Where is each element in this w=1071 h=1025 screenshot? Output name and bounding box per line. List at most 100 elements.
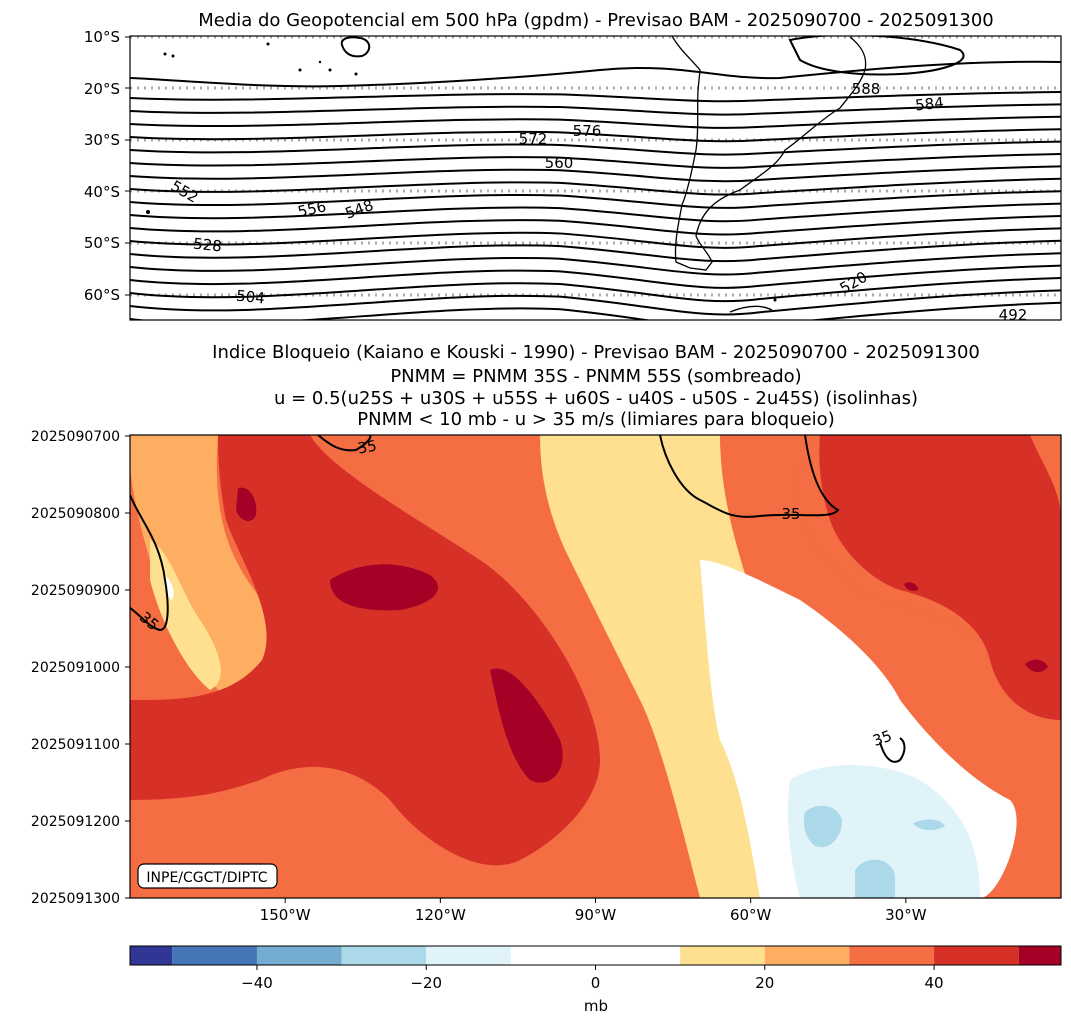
geopotential-isoline bbox=[130, 177, 1061, 196]
u35-isolines bbox=[130, 435, 906, 763]
ytick-2025091000: 2025091000 bbox=[31, 660, 120, 676]
geopotential-isoline bbox=[130, 165, 1061, 183]
colorbar-segment bbox=[680, 946, 765, 965]
ytick-2025090700: 2025090700 bbox=[31, 429, 120, 445]
top-yticks: 10°S 20°S 30°S 40°S 50°S 60°S bbox=[84, 28, 130, 304]
ytick-2025090800: 2025090800 bbox=[31, 506, 120, 522]
field-central-red bbox=[130, 435, 600, 866]
geopotential-isoline bbox=[130, 190, 1061, 209]
xtick-label: 90°W bbox=[575, 906, 617, 924]
field-dark-4 bbox=[1025, 659, 1048, 673]
isoline-top-arc bbox=[130, 60, 1061, 88]
geopotential-isoline bbox=[130, 103, 1061, 116]
isoline-east-high bbox=[788, 36, 965, 76]
xtick-label: 150°W bbox=[260, 906, 311, 924]
geopotential-isoline bbox=[130, 264, 1061, 289]
geopotential-isoline bbox=[130, 277, 1061, 303]
isoline-35-small bbox=[879, 737, 906, 763]
colorbar-segment bbox=[1018, 946, 1061, 965]
watermark-text: INPE/CGCT/DIPTC bbox=[146, 870, 267, 886]
field-blue-3 bbox=[913, 819, 945, 831]
top-plot-frame bbox=[129, 35, 1062, 321]
bottom-title-line-3: u = 0.5(u25S + u30S + u55S + u60S - u40S… bbox=[274, 388, 918, 409]
south-america-coast bbox=[671, 36, 867, 271]
xtick-label: 120°W bbox=[415, 906, 466, 924]
geopotential-isoline bbox=[130, 140, 1061, 156]
field-dark-2 bbox=[330, 564, 439, 611]
colorbar-segment bbox=[341, 946, 427, 965]
isoline-closed-high bbox=[340, 36, 371, 58]
isoline-35-label-north: 35 bbox=[356, 437, 378, 458]
colorbar-segment bbox=[934, 946, 1019, 965]
label-528: 528 bbox=[192, 235, 222, 256]
label-552: 552 bbox=[168, 177, 202, 207]
bottom-title-line-2: PNMM = PNMM 35S - PNMM 55S (sombreado) bbox=[390, 366, 801, 387]
top-title: Media do Geopotencial em 500 hPa (gpdm) … bbox=[198, 10, 994, 31]
field-west-light bbox=[130, 435, 269, 700]
geopotential-isoline bbox=[130, 301, 1061, 320]
isoline-35-north bbox=[317, 435, 372, 452]
colorbar-segment bbox=[172, 946, 257, 965]
label-588: 588 bbox=[852, 80, 881, 98]
label-520: 520 bbox=[837, 268, 871, 298]
isoline-35-label-east: 35 bbox=[781, 505, 800, 523]
label-584: 584 bbox=[914, 94, 944, 115]
ytick-20s: 20°S bbox=[84, 80, 120, 98]
label-556: 556 bbox=[296, 197, 328, 221]
colorbar-segment bbox=[849, 946, 935, 965]
geopotential-isoline bbox=[130, 202, 1061, 223]
xtick-label: 60°W bbox=[730, 906, 772, 924]
colorbar-tick-label: 20 bbox=[755, 974, 774, 992]
watermark-box bbox=[137, 863, 278, 889]
geopotential-isoline bbox=[130, 128, 1061, 143]
coastline bbox=[671, 36, 867, 313]
isoline-35-west bbox=[130, 494, 169, 632]
ytick-2025091200: 2025091200 bbox=[31, 814, 120, 830]
field-dark-5 bbox=[904, 582, 918, 591]
ytick-40s: 40°S bbox=[84, 183, 120, 201]
colorbar-segment bbox=[510, 946, 681, 965]
field-dark-1 bbox=[236, 487, 257, 522]
colorbar-tick-label: 40 bbox=[924, 974, 943, 992]
colorbar-label: mb bbox=[584, 997, 608, 1015]
bottom-title: Indice Bloqueio (Kaiano e Kouski - 1990)… bbox=[212, 342, 980, 430]
isoline-35-east bbox=[659, 435, 840, 518]
label-572: 572 bbox=[519, 130, 548, 148]
colorbar-segment bbox=[764, 946, 850, 965]
geopotential-isoline bbox=[130, 153, 1061, 169]
field-west-white bbox=[163, 575, 174, 600]
colorbar-tick-label: −20 bbox=[410, 974, 442, 992]
field-blue-2 bbox=[855, 859, 895, 898]
field-dark-3 bbox=[490, 668, 563, 783]
bottom-title-line-1: Indice Bloqueio (Kaiano e Kouski - 1990)… bbox=[212, 342, 980, 363]
island-coast bbox=[729, 305, 773, 313]
field-west-pale bbox=[150, 540, 221, 690]
field-blue-1 bbox=[803, 805, 843, 848]
geopotential-isoline bbox=[130, 289, 1061, 316]
label-504: 504 bbox=[235, 287, 265, 308]
colorbar-ticks: −40 −20 0 20 40 bbox=[241, 965, 944, 992]
blocking-index-field: 35 35 35 35 INPE/CGCT/DIPTC bbox=[130, 435, 1061, 898]
colorbar bbox=[130, 946, 1061, 965]
label-576: 576 bbox=[573, 122, 602, 140]
geopotential-isoline bbox=[130, 227, 1061, 249]
ytick-50s: 50°S bbox=[84, 234, 120, 252]
ytick-2025091100: 2025091100 bbox=[31, 737, 120, 753]
geopotential-isoline bbox=[130, 239, 1061, 263]
colorbar-segment bbox=[426, 946, 511, 965]
isoline-35-label-small: 35 bbox=[870, 727, 894, 750]
bottom-yticks: 2025090700 2025090800 2025090900 2025091… bbox=[31, 429, 130, 907]
colorbar-tick-label: 0 bbox=[591, 974, 601, 992]
ytick-2025090900: 2025090900 bbox=[31, 583, 120, 599]
xtick-label: 30°W bbox=[885, 906, 927, 924]
field-east-red bbox=[819, 435, 1061, 720]
colorbar-segment bbox=[256, 946, 342, 965]
label-560: 560 bbox=[545, 154, 574, 172]
bottom-xticks: 150°W 120°W 90°W 60°W 30°W bbox=[260, 898, 927, 924]
geopotential-isolines bbox=[130, 36, 1061, 320]
ytick-2025091300: 2025091300 bbox=[31, 891, 120, 907]
scattered-islands bbox=[146, 42, 777, 302]
label-492: 492 bbox=[999, 306, 1028, 324]
ytick-60s: 60°S bbox=[84, 286, 120, 304]
